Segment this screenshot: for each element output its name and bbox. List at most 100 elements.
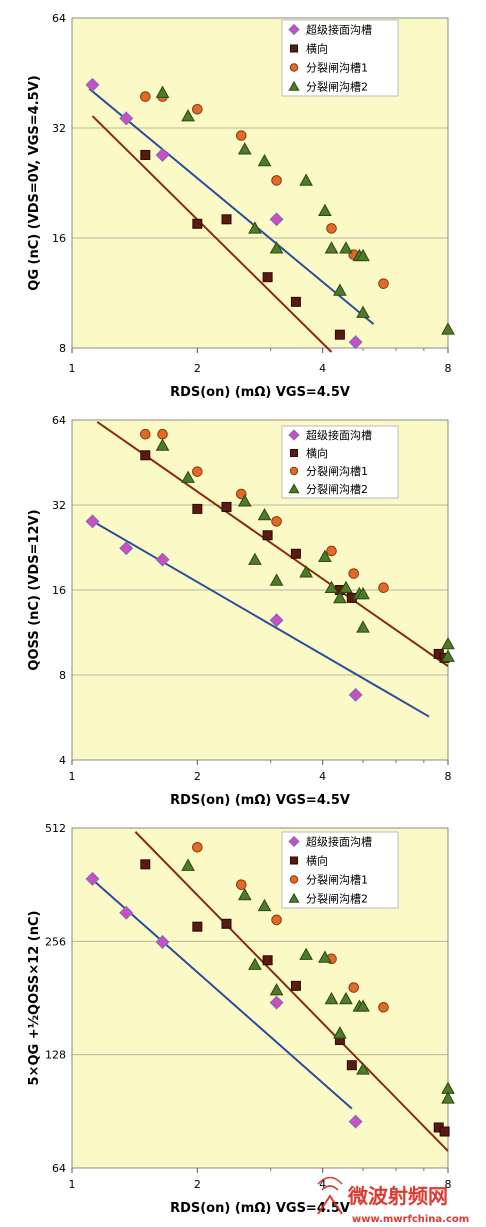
x-axis-title: RDS(on) (mΩ) VGS=4.5V bbox=[170, 793, 350, 808]
data-point-circle bbox=[326, 223, 337, 234]
data-point-square bbox=[262, 955, 273, 966]
data-point-square bbox=[262, 272, 273, 283]
x-tick-label: 8 bbox=[445, 362, 452, 375]
data-point-triangle bbox=[269, 573, 284, 586]
y-tick-label: 512 bbox=[45, 822, 66, 835]
data-point-triangle bbox=[237, 142, 252, 155]
data-point-triangle bbox=[299, 173, 313, 186]
data-point-square bbox=[334, 329, 345, 340]
data-point-diamond bbox=[85, 77, 100, 92]
data-point-triangle bbox=[318, 549, 332, 562]
data-point-triangle bbox=[441, 649, 455, 662]
legend-marker-diamond bbox=[288, 835, 300, 848]
data-point-diamond bbox=[348, 1114, 363, 1129]
data-point-circle bbox=[157, 428, 168, 440]
data-point-triangle bbox=[269, 983, 284, 996]
data-point-triangle bbox=[339, 991, 353, 1005]
legend-label: 超级接面沟槽 bbox=[306, 835, 372, 849]
series-triangle bbox=[181, 858, 455, 1104]
data-point-triangle bbox=[248, 957, 262, 970]
data-point-circle bbox=[348, 568, 360, 579]
data-point-circle bbox=[192, 841, 203, 853]
legend-label: 分裂闸沟槽1 bbox=[306, 62, 368, 75]
watermark-title: 微波射频网 bbox=[347, 1184, 448, 1208]
data-point-triangle bbox=[356, 999, 370, 1012]
data-point-square bbox=[192, 921, 203, 932]
antenna-mast bbox=[317, 1194, 343, 1215]
series-square bbox=[140, 859, 450, 1137]
plot-frame bbox=[71, 419, 449, 761]
x-tick-label: 2 bbox=[194, 770, 201, 783]
data-point-triangle bbox=[257, 153, 272, 167]
legend-marker-diamond bbox=[288, 23, 300, 36]
y-tick-label: 256 bbox=[45, 935, 66, 948]
y-tick-label: 8 bbox=[59, 342, 66, 355]
x-tick-label: 1 bbox=[69, 362, 76, 375]
data-point-triangle bbox=[339, 580, 353, 594]
data-point-triangle bbox=[318, 203, 332, 217]
data-point-triangle bbox=[441, 636, 455, 650]
data-point-triangle bbox=[248, 221, 262, 234]
data-point-diamond bbox=[348, 335, 363, 350]
data-point-triangle bbox=[257, 507, 272, 521]
antenna-wave bbox=[321, 1185, 339, 1191]
data-point-circle bbox=[326, 545, 337, 557]
data-point-circle bbox=[378, 278, 389, 289]
data-point-square bbox=[290, 980, 301, 991]
watermark-url: www.mwrfchina.com bbox=[352, 1214, 469, 1225]
x-tick-label: 1 bbox=[69, 1178, 76, 1191]
y-tick-label: 64 bbox=[52, 12, 66, 25]
data-point-diamond bbox=[155, 934, 170, 949]
data-point-triangle bbox=[324, 580, 339, 594]
data-point-triangle bbox=[333, 283, 347, 296]
legend-marker-triangle bbox=[288, 892, 300, 903]
x-tick-label: 2 bbox=[194, 1178, 201, 1191]
x-tick-label: 4 bbox=[319, 1178, 326, 1191]
legend-label: 横向 bbox=[306, 42, 328, 56]
series-diamond bbox=[85, 77, 363, 350]
antenna-wave bbox=[317, 1176, 343, 1185]
x-tick-label: 2 bbox=[194, 362, 201, 375]
data-point-diamond bbox=[119, 905, 134, 920]
data-point-circle bbox=[235, 879, 247, 890]
y-tick-label: 16 bbox=[52, 584, 66, 597]
x-tick-label: 8 bbox=[445, 1178, 452, 1191]
watermark: 微波射频网 www.mwrfchina.com bbox=[317, 1176, 469, 1225]
y-tick-label: 16 bbox=[52, 232, 66, 245]
data-point-square bbox=[290, 548, 301, 559]
data-point-square bbox=[439, 1126, 450, 1137]
data-point-triangle bbox=[299, 565, 313, 578]
data-point-triangle bbox=[181, 858, 195, 871]
data-point-diamond bbox=[269, 613, 284, 628]
legend-marker-square bbox=[289, 448, 299, 458]
plot-frame bbox=[71, 17, 449, 349]
y-axis-title: QOSS (nC) (VDS=12V) bbox=[27, 509, 42, 670]
legend-marker-diamond bbox=[288, 429, 300, 441]
data-point-triangle bbox=[441, 1091, 455, 1104]
legend-label: 分裂闸沟槽2 bbox=[306, 893, 368, 906]
data-point-triangle bbox=[237, 494, 252, 507]
x-tick-label: 8 bbox=[445, 770, 452, 783]
trendline-2 bbox=[134, 831, 449, 1152]
data-point-triangle bbox=[237, 887, 252, 901]
legend-marker-triangle bbox=[288, 483, 300, 494]
x-tick-label: 4 bbox=[319, 770, 326, 783]
data-point-circle bbox=[192, 466, 203, 477]
data-point-square bbox=[140, 450, 151, 461]
data-point-triangle bbox=[356, 586, 370, 600]
series-diamond bbox=[85, 514, 363, 702]
data-point-circle bbox=[140, 428, 151, 440]
legend-label: 横向 bbox=[306, 446, 328, 460]
series-triangle bbox=[155, 85, 455, 335]
legend-marker-square bbox=[289, 856, 299, 865]
series-triangle bbox=[155, 438, 455, 662]
data-point-triangle bbox=[339, 241, 353, 254]
data-point-square bbox=[346, 1060, 357, 1071]
data-point-diamond bbox=[269, 212, 284, 227]
data-point-triangle bbox=[269, 241, 284, 254]
